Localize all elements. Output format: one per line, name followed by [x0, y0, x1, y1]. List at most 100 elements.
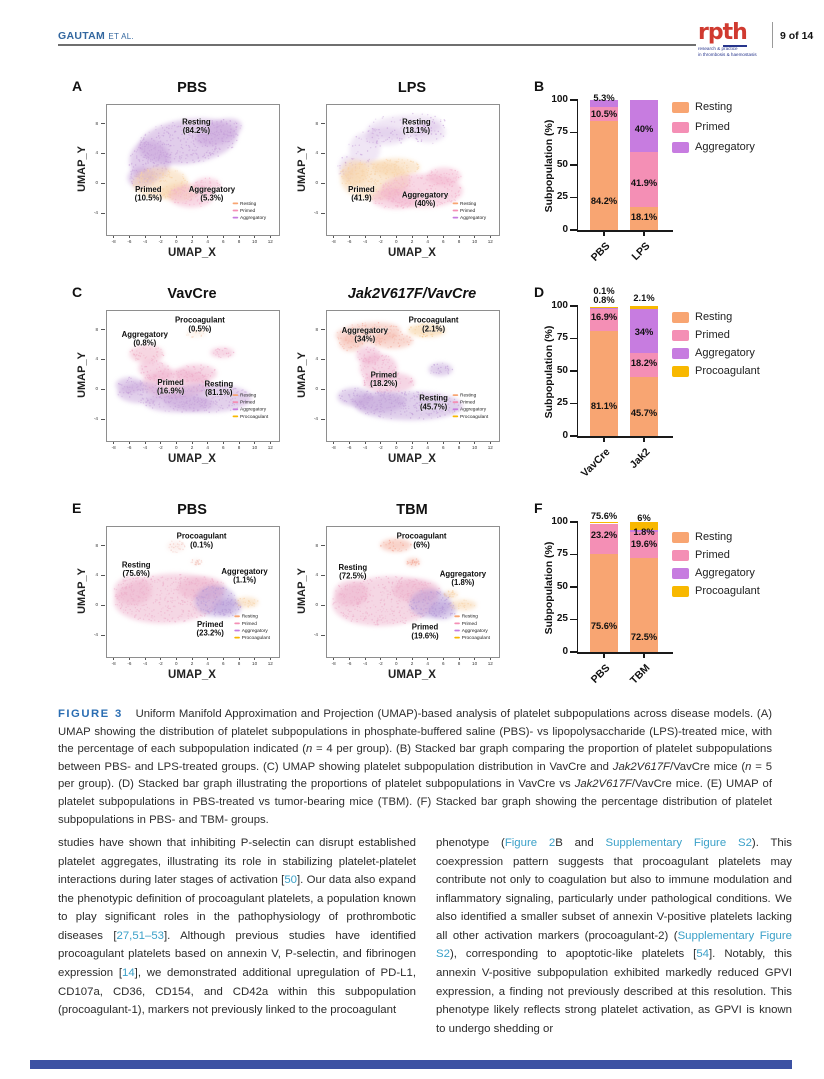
x-tick — [333, 657, 335, 660]
x-tick-label: 12 — [267, 661, 273, 666]
x-tick-label: 12 — [267, 445, 273, 450]
citation-link[interactable]: 27,51–53 — [116, 929, 165, 942]
x-tick-label: 8 — [237, 661, 241, 666]
x-tick-label: -8 — [111, 445, 116, 450]
y-tick-label: 4 — [95, 356, 98, 362]
cluster-label: Primed — [197, 620, 224, 629]
x-tick-label: 8 — [237, 239, 241, 244]
svg-text:Primed: Primed — [460, 400, 476, 406]
y-tick-label: 4 — [315, 572, 318, 578]
bar-value-label: 84.2% — [590, 195, 618, 206]
x-tick — [333, 235, 335, 238]
y-tick-label: 0 — [562, 645, 568, 657]
legend-swatch-procoagulant — [672, 366, 689, 377]
x-tick — [269, 235, 271, 238]
bar-segment-resting — [630, 557, 658, 653]
bar-segment-primed — [590, 106, 618, 121]
cluster-resting — [127, 118, 242, 189]
cluster-label: Resting — [122, 560, 151, 569]
cluster-primed — [356, 346, 415, 394]
x-tick-label: -4 — [362, 661, 368, 666]
cluster-resting — [115, 376, 252, 413]
x-tick — [207, 235, 209, 238]
x-tick-label: 0 — [395, 239, 398, 244]
cluster-label: Aggregatory — [440, 569, 487, 578]
y-tick-label: 75 — [556, 126, 568, 137]
y-tick — [101, 388, 105, 390]
legend-label: Primed — [695, 329, 730, 341]
y-tick-label: 4 — [95, 572, 98, 578]
x-tick — [207, 441, 209, 444]
x-tick-label: 2 — [190, 445, 194, 450]
x-tick — [411, 235, 413, 238]
y-tick — [321, 152, 325, 154]
umap-pbs-lps-2: LPS UMAP_Y UMAP_X 8 4 0 -4 -8 -6 -4 -2 0 2 4 6 8 10 12 Res… — [296, 78, 516, 276]
x-tick — [144, 235, 146, 238]
cluster-label: Aggregatory — [221, 567, 268, 576]
cluster-procoagulant — [167, 540, 203, 566]
bar-segment-procoagulant — [630, 306, 658, 309]
y-tick-label: 100 — [551, 299, 568, 311]
panel-letter-f: F — [534, 500, 543, 516]
citation-link[interactable]: Supplementary Figure S2 — [436, 929, 792, 961]
x-axis-line — [576, 652, 673, 654]
x-tick — [144, 657, 146, 660]
cluster-procoagulant — [380, 538, 420, 566]
bar-value-label: 34% — [634, 326, 654, 337]
x-tick-label: -4 — [362, 239, 368, 244]
bar-value-label: 81.1% — [590, 400, 618, 411]
citation-link[interactable]: 50 — [284, 874, 297, 887]
bar-value-label: 18.1% — [630, 211, 658, 222]
y-tick-label: 8 — [315, 120, 318, 126]
y-tick-label: 0 — [315, 602, 318, 608]
x-tick — [395, 441, 397, 444]
y-tick — [321, 634, 325, 636]
cluster-pct-label: (5.3%) — [200, 194, 223, 203]
cluster-pct-label: (2.1%) — [422, 324, 445, 333]
x-tick — [458, 235, 460, 238]
cluster-pct-label: (16.9%) — [157, 387, 185, 396]
bar-value-label: 75.6% — [590, 620, 618, 631]
cluster-aggregatory — [168, 177, 221, 208]
svg-text:Resting: Resting — [460, 393, 477, 399]
y-tick — [101, 358, 105, 360]
y-tick-label: -4 — [313, 210, 318, 216]
cluster-pct-label: (19.6%) — [411, 631, 439, 640]
y-tick-label: -4 — [313, 416, 318, 422]
y-tick — [101, 182, 105, 184]
citation-link[interactable]: 14 — [121, 967, 135, 980]
category-tick — [643, 231, 645, 236]
y-tick-label: -4 — [93, 632, 98, 638]
y-tick-label: 4 — [315, 150, 318, 156]
svg-text:Primed: Primed — [460, 208, 476, 214]
umap-plot-area: Procoagulant(0.1%)Resting(75.6%) Aggregat… — [106, 526, 280, 658]
x-tick — [113, 235, 115, 238]
citation-link[interactable]: 54 — [696, 948, 709, 961]
y-tick — [570, 435, 577, 437]
figure-row-1: A PBS UMAP_Y UMAP_X 8 4 0 -4 -8 -6 -4 -2 0 2 4 6 8 10 12 R… — [58, 78, 792, 278]
bar-value-label: 19.6% — [630, 538, 658, 549]
citation-link[interactable]: Figure 2 — [504, 837, 556, 849]
y-tick — [570, 521, 577, 523]
umap-title: PBS — [177, 80, 207, 96]
panel-letter-b: B — [534, 78, 545, 94]
citation-link[interactable]: Supplementary Figure S2 — [605, 837, 752, 849]
svg-text:Procoagulant: Procoagulant — [240, 414, 269, 420]
umap-jak2-vavcre: Jak2V617F/VavCre UMAP_Y UMAP_X 8 4 0 -4 -8 -6 -4-… — [296, 284, 516, 482]
cluster-pct-label: (1.1%) — [233, 575, 256, 584]
bar-value-label: 0.8% — [593, 295, 615, 306]
x-tick-label: -8 — [111, 239, 116, 244]
x-tick-label: 0 — [395, 661, 398, 666]
x-tick-label: 6 — [222, 445, 225, 450]
y-tick-label: 50 — [556, 364, 568, 376]
x-tick-label: -2 — [378, 445, 383, 450]
bar-value-label: 2.1% — [633, 292, 655, 303]
category-tick — [603, 437, 605, 442]
x-tick-label: 4 — [206, 445, 209, 450]
y-axis-line — [576, 521, 578, 653]
bar-segment-aggregatory — [630, 529, 658, 533]
cluster-label: Aggregatory — [402, 190, 449, 199]
